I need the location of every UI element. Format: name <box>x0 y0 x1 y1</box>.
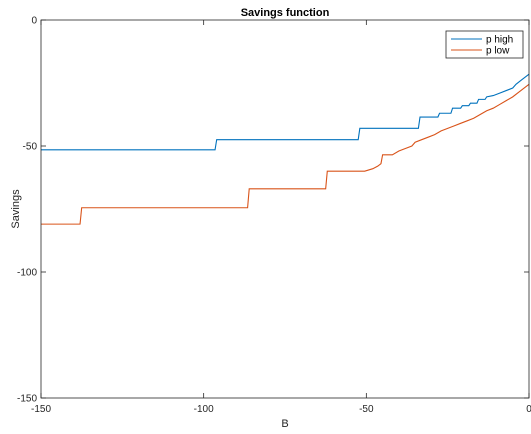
x-tick-label-2: -50 <box>359 404 374 415</box>
x-tick-label-1: -100 <box>194 404 214 415</box>
x-axis-label: B <box>281 418 288 430</box>
plot-area <box>41 20 529 398</box>
chart-title: Savings function <box>241 7 330 19</box>
y-tick-label-3: 0 <box>31 16 37 27</box>
series-layer <box>41 73 530 225</box>
axes-box <box>40 19 530 399</box>
x-tick-label-0: -150 <box>31 404 51 415</box>
y-axis-label: Savings <box>10 189 22 229</box>
ticks-layer: -150 -100 -50 0 -150 -100 -50 0 <box>17 16 531 416</box>
legend-label-1: p low <box>486 46 510 57</box>
legend-label-0: p high <box>486 35 513 46</box>
y-tick-label-0: -150 <box>17 394 37 405</box>
y-tick-label-2: -50 <box>23 142 38 153</box>
series-line-0 <box>41 73 530 151</box>
x-tick-label-3: 0 <box>526 404 531 415</box>
legend-box <box>445 30 524 59</box>
series-line-1 <box>41 83 530 225</box>
y-tick-label-1: -100 <box>17 268 37 279</box>
